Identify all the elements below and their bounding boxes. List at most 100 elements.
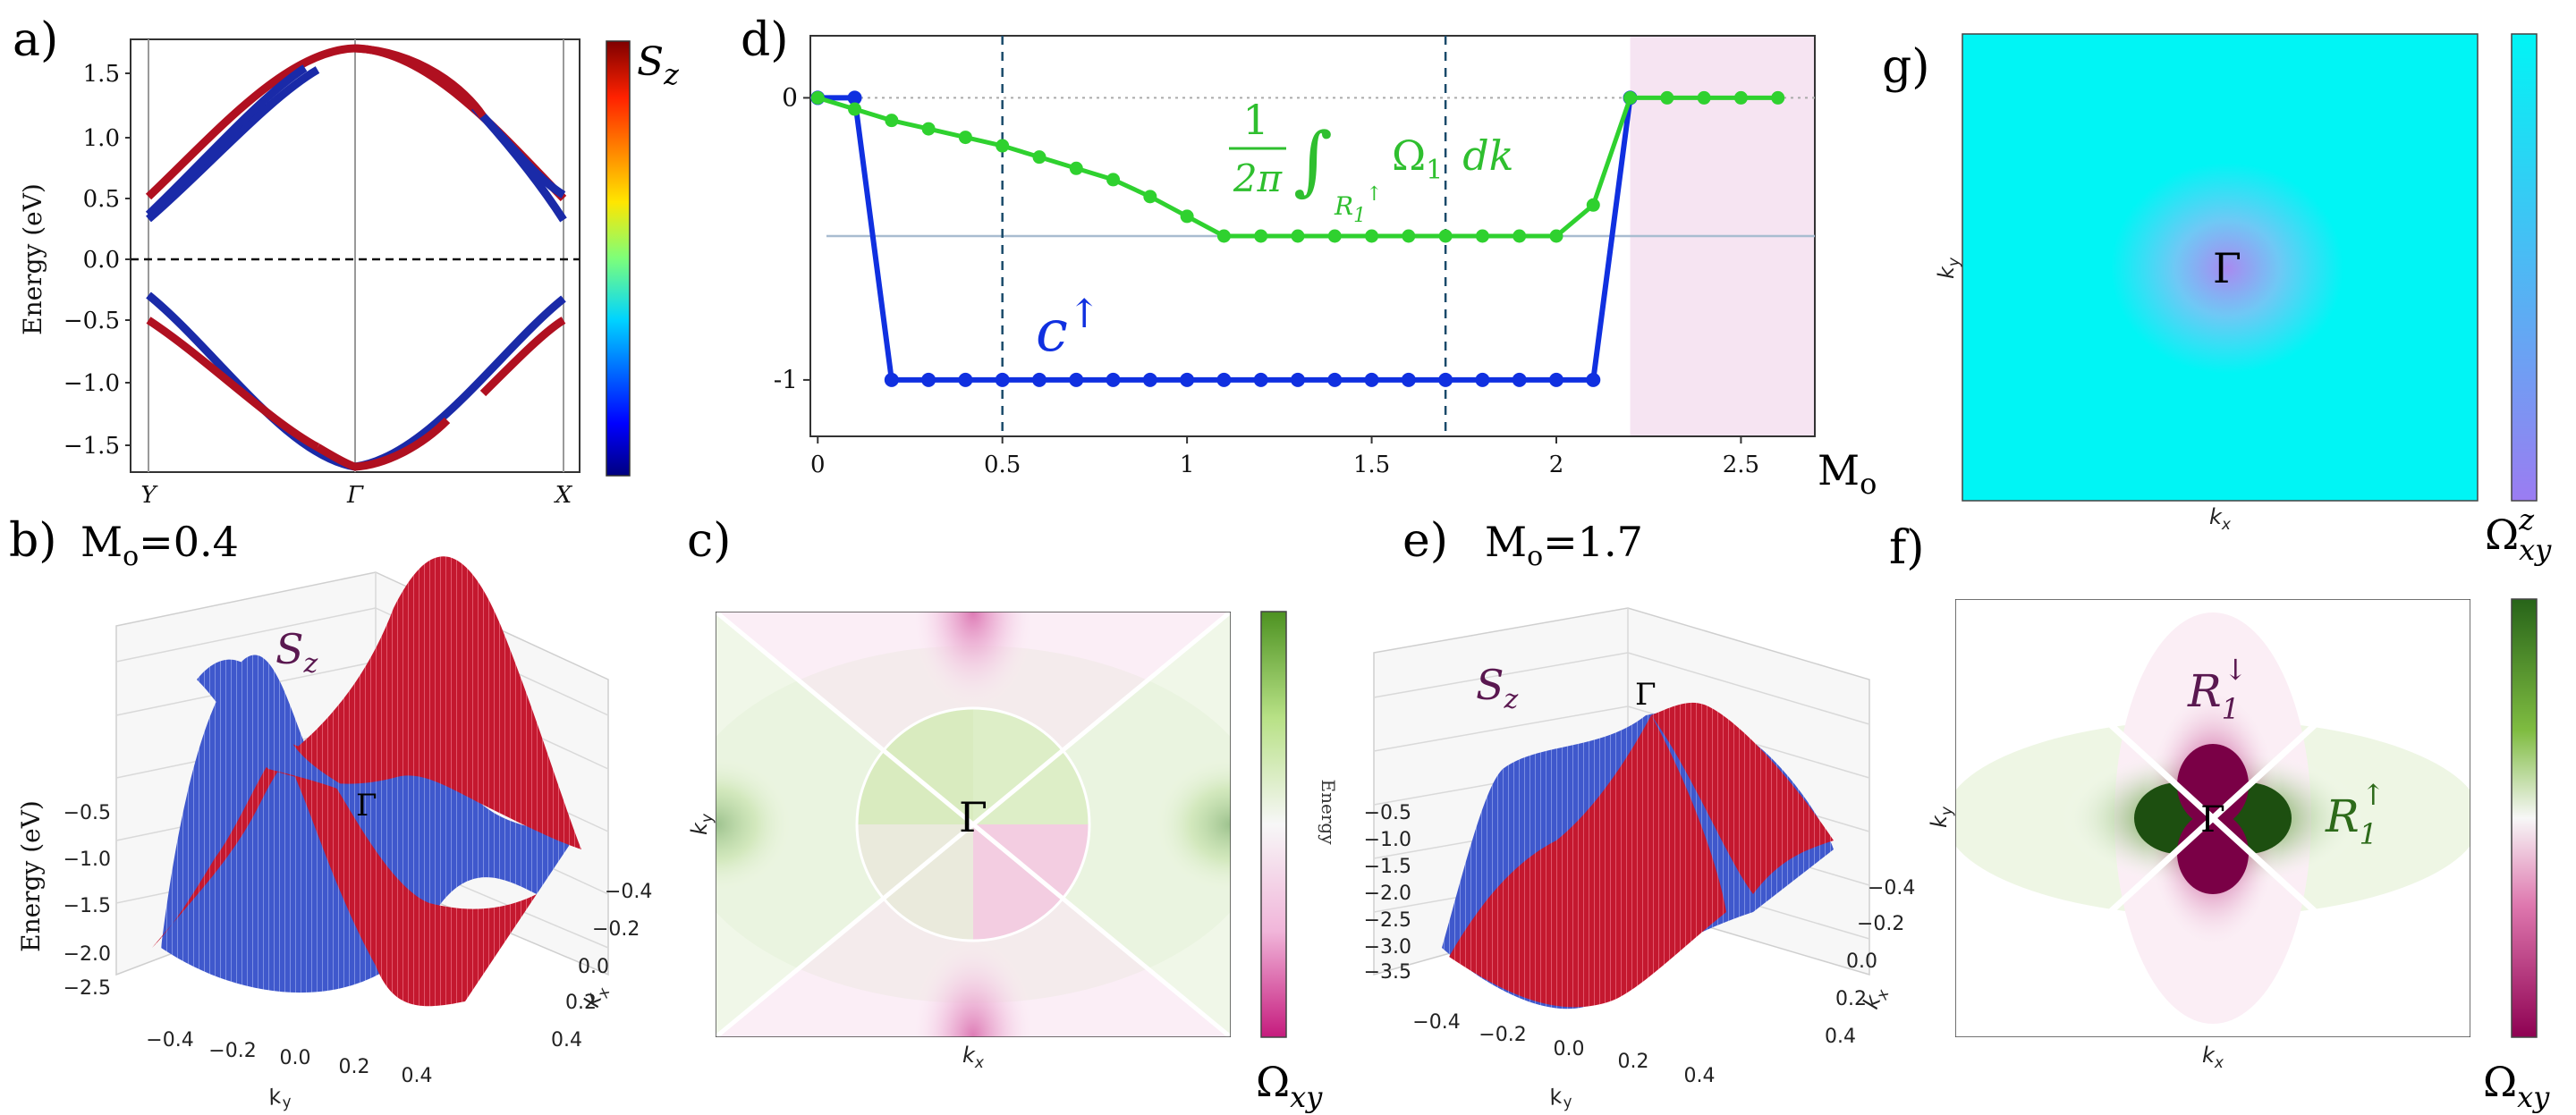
panel-g-colorbar — [2511, 33, 2538, 502]
chern-number-point — [921, 372, 936, 387]
panel-label-a: a) — [13, 13, 58, 67]
panel-b-kylabel: ky — [266, 1081, 293, 1114]
panel-c: c) Γ kx ky Ωxy — [687, 514, 1339, 1114]
panel-b-red-surface — [152, 742, 537, 1007]
panel-label-d: d) — [741, 13, 789, 67]
berry-phase-point — [1327, 229, 1342, 243]
chern-number-point — [1586, 372, 1601, 387]
panel-e-ztick: −3.0 — [1364, 936, 1411, 959]
panel-b-kxtick: 0.0 — [578, 956, 609, 978]
panel-f-gamma: Γ — [2200, 799, 2225, 840]
d-xtick-label: 1.5 — [1353, 452, 1390, 478]
r1-up-label: R1↑ — [2325, 778, 2385, 851]
panel-e-kxtick: 0.4 — [1825, 1026, 1856, 1048]
panel-b-ztick: −1.5 — [64, 895, 111, 917]
berry-phase-point — [1106, 173, 1121, 187]
d-ytick-label: 0 — [782, 82, 798, 112]
panel-g-ylabel: ky — [1934, 257, 1963, 279]
panel-a-ylabel: Energy (eV) — [18, 183, 47, 335]
d-ytick-label: -1 — [774, 365, 798, 394]
panel-b-ztick: −1.0 — [64, 849, 111, 871]
panel-label-e: e) — [1402, 514, 1448, 568]
panel-b-kxtick: −0.2 — [592, 918, 640, 941]
berry-phase-formula: 1 2π ∫ R1↑ Ω1 dk — [1229, 96, 1514, 227]
d-xtick-label: 0 — [810, 452, 826, 478]
panel-e-kytick: 0.2 — [1618, 1051, 1649, 1073]
berry-phase-point — [921, 122, 936, 136]
ytick-label: −1.5 — [64, 433, 120, 460]
berry-phase-point — [1143, 190, 1157, 204]
panel-b-ztick: −2.0 — [64, 943, 111, 966]
chern-number-point — [1475, 372, 1490, 387]
panel-e-ztick: −2.0 — [1364, 883, 1411, 905]
berry-phase-point — [1032, 150, 1046, 165]
panel-b-kytick: −0.2 — [208, 1040, 256, 1062]
ytick-label: −1.0 — [64, 370, 120, 397]
ytick-label: 0.5 — [83, 186, 120, 213]
panel-e-kylabel: ky — [1546, 1081, 1574, 1114]
panel-f-map — [1955, 599, 2470, 1037]
panel-b-kxtick: 0.4 — [551, 1029, 582, 1052]
panel-e-red-surface — [1449, 715, 1726, 1008]
d-xtick-label: 2 — [1549, 452, 1564, 478]
panel-e-kytick: −0.4 — [1412, 1011, 1460, 1034]
chern-number-point — [1327, 372, 1343, 387]
panel-c-colorbar — [1260, 611, 1287, 1038]
d-xtick-label: 2.5 — [1723, 452, 1759, 478]
panel-d-xlabel: Mo — [1818, 446, 1877, 501]
panel-e-kxtick: 0.0 — [1846, 950, 1877, 973]
berry-phase-point — [1549, 229, 1563, 243]
chern-number-point — [1180, 372, 1195, 387]
panel-f-ylabel: ky — [1927, 806, 1956, 828]
panel-b-ztick: −0.5 — [64, 802, 111, 824]
berry-phase-point — [1513, 229, 1527, 243]
sz-colorbar — [606, 40, 631, 477]
ytick-label: 1.0 — [83, 125, 120, 152]
berry-phase-point — [1216, 229, 1231, 243]
panel-f: f) Γ R1↓ R1↑ kx ky Ωxy — [1889, 521, 2550, 1114]
panel-b: b) Mo=0.4 Sz Γ −0.5 −1.0 −1.5 −2.0 −2.5 … — [9, 514, 652, 1114]
upper-band-red-right — [354, 44, 487, 119]
panel-e-kxtick: −0.4 — [1868, 877, 1915, 900]
panel-b-title: Mo=0.4 — [80, 518, 239, 572]
berry-phase-point — [1623, 90, 1638, 105]
chern-number-point — [1069, 372, 1084, 387]
panel-e-kytick: 0.4 — [1684, 1065, 1716, 1087]
lower-band-red-left — [146, 317, 320, 451]
chern-number-point — [884, 372, 899, 387]
berry-phase-point — [848, 102, 862, 116]
chern-number-point — [1142, 372, 1157, 387]
upper-band-inner-blue-right — [479, 114, 567, 223]
chern-number-point — [847, 90, 862, 106]
berry-phase-point — [1733, 90, 1748, 105]
panel-b-gamma: Γ — [356, 788, 377, 824]
chern-number-point — [1216, 372, 1232, 387]
panel-e-ztick: −0.5 — [1364, 802, 1411, 824]
panel-c-gamma: Γ — [959, 793, 987, 841]
panel-b-blue-ridge — [197, 659, 376, 805]
berry-phase-point — [1660, 90, 1674, 105]
panel-b-zlabel: Energy (eV) — [16, 800, 46, 952]
d-xtick-label: 1 — [1180, 452, 1195, 478]
panel-e-red-ridge — [1651, 702, 1834, 894]
panel-f-colorbar-label: Ωxy — [2483, 1058, 2550, 1114]
panel-b-sz-label: Sz — [275, 625, 318, 680]
panel-d-series — [810, 90, 1785, 387]
chern-number-point — [1106, 372, 1121, 387]
panel-c-xlabel: kx — [962, 1043, 985, 1072]
chern-number-point — [1290, 372, 1305, 387]
berry-phase-point — [1365, 229, 1379, 243]
panel-b-kytick: 0.0 — [280, 1047, 311, 1069]
upper-band-blue-mix — [145, 44, 356, 218]
panel-g-colorbar-label: Ωxyz — [2485, 503, 2552, 567]
panel-d-xticks: 0 0.5 1 1.5 2 2.5 — [810, 436, 1759, 478]
panel-b-kxtick: −0.4 — [605, 881, 652, 903]
ytick-label: 0.0 — [83, 247, 120, 274]
xtick-label-x: X — [554, 482, 573, 509]
formula-omega: Ω1 dk — [1392, 131, 1514, 186]
berry-phase-point — [885, 114, 899, 128]
chern-number-point — [1253, 372, 1268, 387]
formula-region: R1↑ — [1334, 183, 1383, 227]
panel-f-xlabel: kx — [2202, 1043, 2224, 1072]
berry-phase-point — [1291, 229, 1305, 243]
